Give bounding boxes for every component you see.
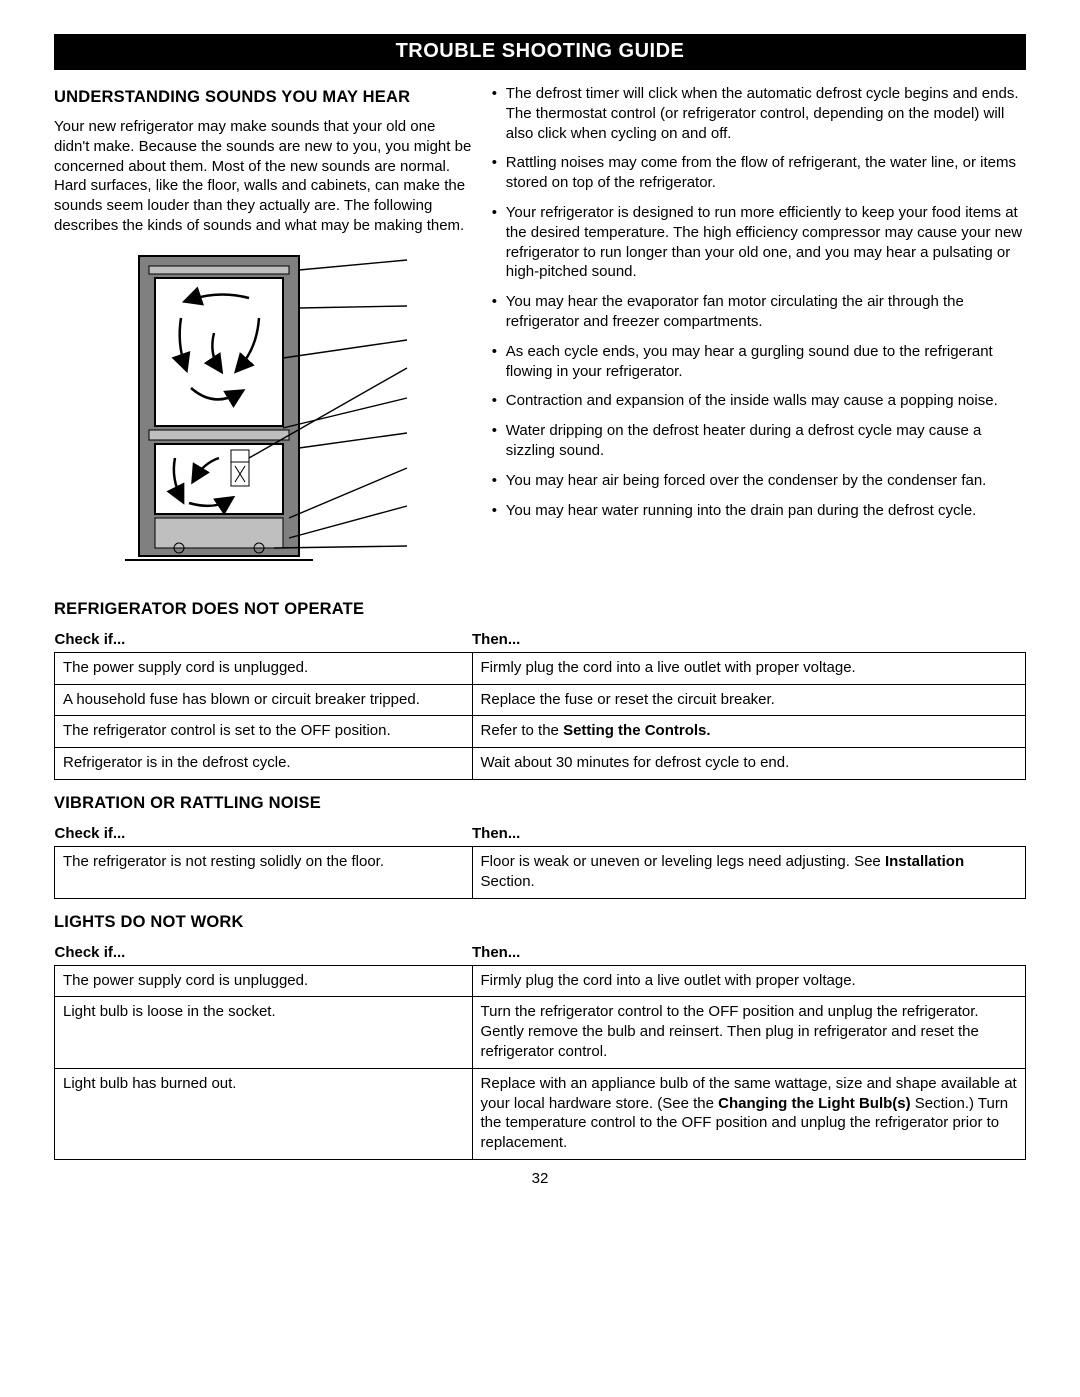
page-container: TROUBLE SHOOTING GUIDE UNDERSTANDING SOU… (48, 28, 1032, 1197)
table-heading: LIGHTS DO NOT WORK (54, 913, 1026, 932)
table-heading: VIBRATION OR RATTLING NOISE (54, 794, 1026, 813)
cell-then: Replace the fuse or reset the circuit br… (472, 684, 1025, 716)
cell-check: The refrigerator control is set to the O… (55, 716, 473, 748)
table-section: LIGHTS DO NOT WORK Check if...Then...The … (54, 913, 1026, 1160)
cell-then: Wait about 30 minutes for defrost cycle … (472, 748, 1025, 780)
table-row: The power supply cord is unplugged.Firml… (55, 652, 1026, 684)
cell-check: The power supply cord is unplugged. (55, 965, 473, 997)
sound-bullet-list: The defrost timer will click when the au… (492, 84, 1026, 520)
cell-then: Firmly plug the cord into a live outlet … (472, 965, 1025, 997)
table-row: The refrigerator control is set to the O… (55, 716, 1026, 748)
table-section: VIBRATION OR RATTLING NOISE Check if...Th… (54, 794, 1026, 899)
sound-bullet: You may hear air being forced over the c… (492, 471, 1026, 491)
table-row: The power supply cord is unplugged.Firml… (55, 965, 1026, 997)
col-check-header: Check if... (55, 823, 473, 847)
cell-then: Replace with an appliance bulb of the sa… (472, 1068, 1025, 1159)
page-number: 32 (54, 1170, 1026, 1187)
cell-check: The refrigerator is not resting solidly … (55, 846, 473, 898)
sound-bullet: As each cycle ends, you may hear a gurgl… (492, 342, 1026, 382)
sound-bullet: Contraction and expansion of the inside … (492, 391, 1026, 411)
left-column: UNDERSTANDING SOUNDS YOU MAY HEAR Your n… (54, 84, 474, 586)
sounds-intro: Your new refrigerator may make sounds th… (54, 117, 474, 236)
sound-bullet: The defrost timer will click when the au… (492, 84, 1026, 143)
sound-bullet: Rattling noises may come from the flow o… (492, 153, 1026, 193)
table-row: Light bulb is loose in the socket.Turn t… (55, 997, 1026, 1068)
col-check-header: Check if... (55, 942, 473, 966)
table-row: Refrigerator is in the defrost cycle.Wai… (55, 748, 1026, 780)
col-then-header: Then... (472, 629, 1025, 653)
cell-then: Refer to the Setting the Controls. (472, 716, 1025, 748)
sounds-heading: UNDERSTANDING SOUNDS YOU MAY HEAR (54, 88, 474, 107)
cell-check: Light bulb is loose in the socket. (55, 997, 473, 1068)
table-section: REFRIGERATOR DOES NOT OPERATE Check if...… (54, 600, 1026, 780)
table-row: Light bulb has burned out.Replace with a… (55, 1068, 1026, 1159)
cell-check: Light bulb has burned out. (55, 1068, 473, 1159)
table-heading: REFRIGERATOR DOES NOT OPERATE (54, 600, 1026, 619)
cell-then: Turn the refrigerator control to the OFF… (472, 997, 1025, 1068)
sound-bullet: You may hear water running into the drai… (492, 501, 1026, 521)
cell-check: The power supply cord is unplugged. (55, 652, 473, 684)
refrigerator-diagram (54, 248, 474, 582)
troubleshoot-table: Check if...Then...The power supply cord … (54, 629, 1026, 780)
cell-then: Floor is weak or uneven or leveling legs… (472, 846, 1025, 898)
page-title-bar: TROUBLE SHOOTING GUIDE (54, 34, 1026, 70)
sound-bullet: You may hear the evaporator fan motor ci… (492, 292, 1026, 332)
two-column-layout: UNDERSTANDING SOUNDS YOU MAY HEAR Your n… (54, 84, 1026, 586)
troubleshoot-tables: REFRIGERATOR DOES NOT OPERATE Check if...… (54, 600, 1026, 1160)
cell-check: A household fuse has blown or circuit br… (55, 684, 473, 716)
cell-then: Firmly plug the cord into a live outlet … (472, 652, 1025, 684)
sound-bullet: Your refrigerator is designed to run mor… (492, 203, 1026, 282)
col-then-header: Then... (472, 942, 1025, 966)
col-check-header: Check if... (55, 629, 473, 653)
right-column: The defrost timer will click when the au… (492, 84, 1026, 586)
table-row: The refrigerator is not resting solidly … (55, 846, 1026, 898)
troubleshoot-table: Check if...Then...The power supply cord … (54, 942, 1026, 1160)
col-then-header: Then... (472, 823, 1025, 847)
cell-check: Refrigerator is in the defrost cycle. (55, 748, 473, 780)
sound-bullet: Water dripping on the defrost heater dur… (492, 421, 1026, 461)
troubleshoot-table: Check if...Then...The refrigerator is no… (54, 823, 1026, 899)
table-row: A household fuse has blown or circuit br… (55, 684, 1026, 716)
